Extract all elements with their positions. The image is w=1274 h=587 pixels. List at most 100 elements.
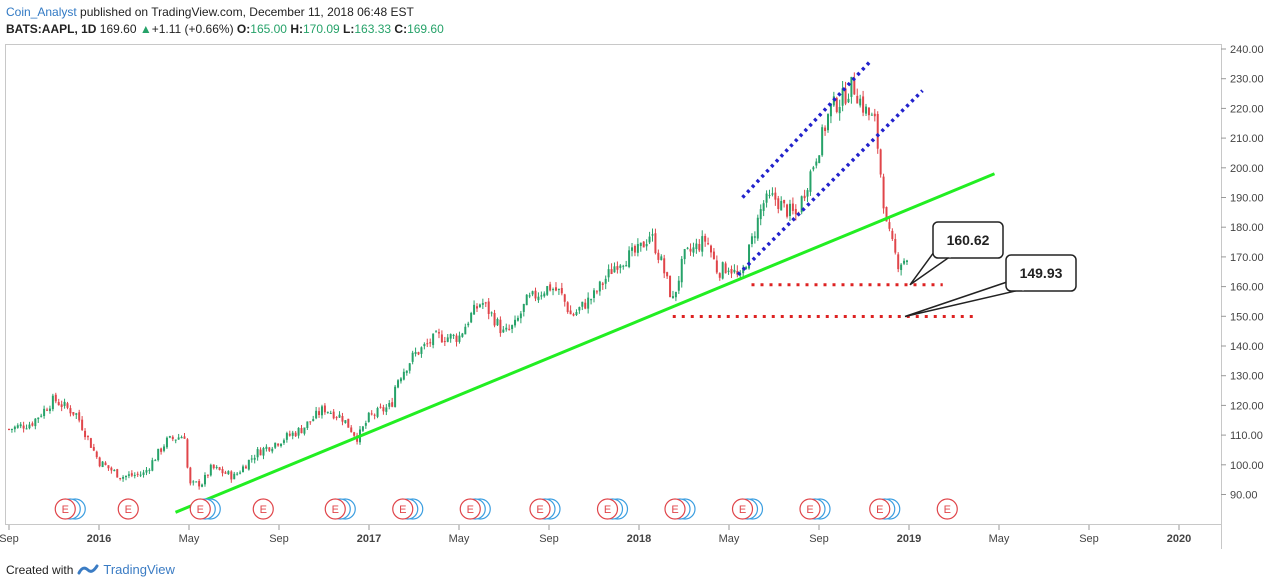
- candle-body: [303, 427, 306, 434]
- candle-body: [43, 408, 46, 417]
- candle-body: [572, 314, 575, 316]
- candle-body: [470, 313, 473, 323]
- earnings-marker[interactable]: E: [529, 498, 561, 520]
- earnings-marker[interactable]: E: [936, 498, 958, 520]
- candle-body: [174, 439, 177, 441]
- candle-body: [575, 312, 578, 315]
- candle-body: [320, 406, 323, 416]
- candle-body: [894, 238, 897, 253]
- channel-upper-line[interactable]: [741, 59, 873, 199]
- drawings-layer: 160.62 149.93: [174, 59, 1077, 514]
- earnings-marker[interactable]: E: [117, 498, 139, 520]
- candle-body: [566, 302, 569, 312]
- ascending-support-line[interactable]: [174, 172, 996, 514]
- candle-body: [282, 440, 285, 443]
- price-callout[interactable]: 160.62: [909, 221, 1004, 286]
- candle-body: [707, 243, 710, 245]
- candle-body: [780, 201, 783, 211]
- candle-body: [28, 424, 31, 429]
- low-value: 163.33: [354, 22, 392, 36]
- candle-body: [379, 406, 382, 408]
- candle-body: [312, 419, 315, 422]
- earnings-marker[interactable]: E: [252, 498, 274, 520]
- earnings-marker-label: E: [332, 504, 339, 516]
- candle-body: [353, 432, 356, 436]
- price-tick-label: 180.00: [1230, 222, 1264, 234]
- candle-body: [338, 414, 341, 418]
- candle-body: [613, 266, 616, 273]
- candle-body: [809, 171, 812, 192]
- candle-body: [473, 304, 476, 315]
- candle-body: [420, 347, 423, 354]
- earnings-marker[interactable]: E: [664, 498, 696, 520]
- earnings-marker-icon: [252, 498, 274, 520]
- candle-body: [636, 244, 639, 253]
- candle-body: [598, 281, 601, 292]
- time-tick-label: May: [179, 533, 200, 545]
- candle-body: [879, 149, 882, 175]
- earnings-marker[interactable]: E: [596, 498, 629, 520]
- candle-body: [104, 462, 107, 466]
- earnings-marker[interactable]: E: [869, 498, 901, 520]
- candle-body: [601, 283, 604, 285]
- candle-body: [815, 161, 818, 166]
- candle-body: [639, 242, 642, 246]
- candle-body: [192, 481, 195, 483]
- earnings-marker-icon: [459, 498, 481, 520]
- earnings-marker[interactable]: E: [799, 498, 831, 520]
- price-tick-label: 200.00: [1230, 163, 1264, 175]
- candle-body: [534, 290, 537, 299]
- candle-body: [414, 352, 417, 354]
- candle-body: [903, 260, 906, 264]
- earnings-marker-icon: [324, 498, 346, 520]
- candle-body: [405, 370, 408, 373]
- candle-body: [759, 209, 762, 220]
- candle-body: [397, 380, 400, 388]
- candle-body: [595, 291, 598, 293]
- earnings-marker[interactable]: E: [324, 498, 356, 520]
- price-tick-label: 150.00: [1230, 311, 1264, 323]
- price-tick-label: 110.00: [1230, 430, 1263, 442]
- candle-body: [671, 296, 674, 298]
- tradingview-brand[interactable]: TradingView: [103, 562, 175, 577]
- candle-body: [315, 410, 318, 419]
- publish-info: Coin_Analyst published on TradingView.co…: [6, 5, 414, 19]
- price-axis[interactable]: 240.00 230.00 220.00 210.00 200.00 190.00 180.…: [1221, 44, 1264, 502]
- candle-body: [712, 251, 715, 260]
- earnings-marker[interactable]: E: [459, 498, 491, 520]
- author-link[interactable]: Coin_Analyst: [6, 5, 77, 19]
- candle-body: [142, 472, 145, 475]
- time-axis[interactable]: Sep 2016 May Sep 2017 May Sep 2018 May Sep 2019 May…: [0, 524, 1221, 546]
- candle-body: [262, 448, 265, 456]
- candle-body: [145, 470, 148, 473]
- candle-body: [531, 291, 534, 295]
- price-callout[interactable]: 149.93: [904, 254, 1077, 318]
- candle-body: [689, 248, 692, 252]
- candle-body: [756, 217, 759, 239]
- created-with-text: Created with: [6, 562, 74, 577]
- candle-body: [654, 233, 657, 254]
- candle-body: [22, 425, 25, 429]
- earnings-marker[interactable]: E: [189, 498, 221, 520]
- earnings-marker-icon: [869, 498, 891, 520]
- high-value: 170.09: [302, 22, 340, 36]
- time-tick-label: Sep: [809, 533, 829, 545]
- candle-body: [341, 416, 344, 422]
- earnings-marker-icon: [936, 498, 958, 520]
- candle-body: [277, 443, 280, 446]
- candle-body: [455, 335, 458, 342]
- candle-body: [203, 474, 206, 485]
- candle-body: [528, 295, 531, 297]
- candle-body: [10, 428, 13, 430]
- earnings-marker[interactable]: E: [54, 498, 86, 520]
- price-chart[interactable]: 240.00 230.00 220.00 210.00 200.00 190.00 180.…: [0, 44, 1274, 554]
- earnings-marker[interactable]: E: [731, 498, 764, 520]
- earnings-marker-label: E: [197, 504, 204, 516]
- earnings-marker-icon: [799, 498, 821, 520]
- candle-body: [247, 459, 250, 470]
- candle-body: [701, 236, 704, 252]
- channel-lower-line[interactable]: [736, 89, 924, 276]
- candle-body: [40, 415, 43, 417]
- candle-body: [382, 407, 385, 412]
- earnings-marker[interactable]: E: [392, 498, 424, 520]
